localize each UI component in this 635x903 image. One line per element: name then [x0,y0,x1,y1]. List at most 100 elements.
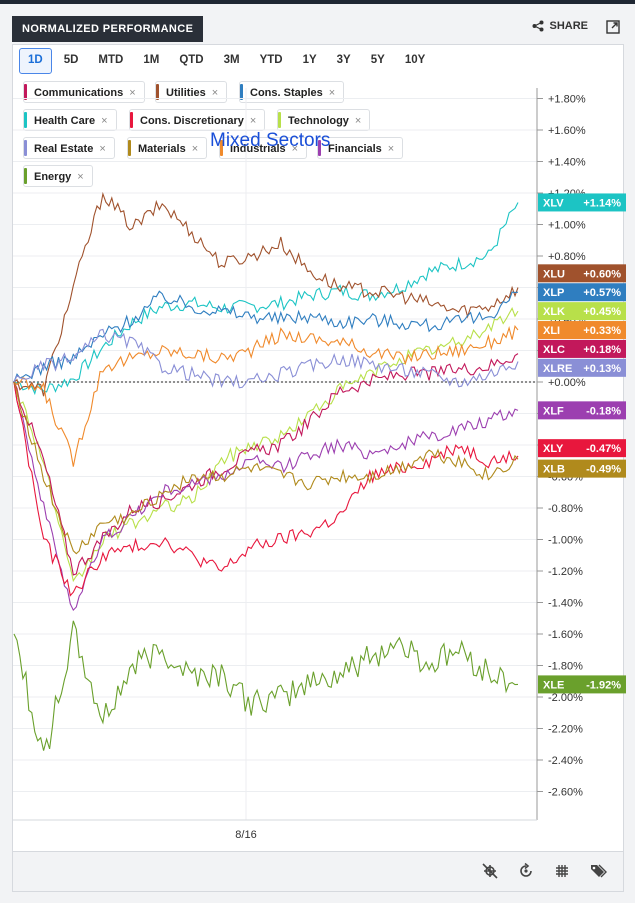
legend-label: Technology [288,115,349,127]
legend-color-swatch [24,168,27,184]
legend-color-swatch [318,140,321,156]
legend-label: Cons. Staples [250,87,323,99]
legend-chip-energy[interactable]: Energy × [23,165,93,187]
end-label-change: +0.45% [583,306,621,318]
close-icon[interactable]: × [354,115,362,127]
end-label-change: -1.92% [586,679,621,691]
end-label-badge [538,283,626,302]
y-tick-label: -2.20% [548,724,583,736]
series-line-xlk [13,307,519,583]
tab-5d[interactable]: 5D [63,54,79,66]
tab-qtd[interactable]: QTD [179,54,204,66]
range-tabs: 1D 5D MTD 1M QTD 3M YTD 1Y 3Y 5Y 10Y [19,48,433,74]
close-icon[interactable]: × [99,143,106,155]
end-label-badge [538,339,626,358]
close-icon[interactable]: × [101,115,108,127]
tags-icon[interactable] [589,862,607,880]
y-tick-label: +1.40% [548,157,586,169]
close-icon[interactable]: × [328,87,336,99]
end-label-ticker: XLY [543,443,564,455]
end-label-change: -0.18% [586,405,621,417]
y-tick-label: +0.00% [548,377,586,389]
close-icon[interactable]: × [249,115,257,127]
end-label-ticker: XLI [543,325,560,337]
legend-chip-materials[interactable]: Materials × [127,137,208,159]
legend-chip-financials[interactable]: Financials × [317,137,404,159]
legend-label: Industrials [230,143,286,155]
share-label: SHARE [549,20,588,32]
share-button[interactable]: SHARE [532,20,588,32]
end-label-change: +0.18% [583,344,621,356]
legend-color-swatch [278,112,281,128]
chart-title: Mixed Sectors [210,130,331,151]
tab-ytd[interactable]: YTD [259,54,283,66]
tab-1d[interactable]: 1D [19,48,52,74]
tab-3y[interactable]: 3Y [336,54,351,66]
tab-5y[interactable]: 5Y [370,54,385,66]
end-label-ticker: XLB [543,464,565,476]
legend-label: Materials [138,143,186,155]
legend-chip-communications[interactable]: Communications × [23,81,145,103]
close-icon[interactable]: × [77,171,84,183]
series-line-xlv [13,202,519,396]
series-line-xli [13,324,519,467]
end-label-change: -0.49% [586,464,621,476]
legend-chip-industrials[interactable]: Industrials × [219,137,308,159]
widget-title: NORMALIZED PERFORMANCE [12,16,204,42]
tab-10y[interactable]: 10Y [404,54,426,66]
close-icon[interactable]: × [387,143,395,155]
y-tick-label: -1.80% [548,661,583,673]
close-icon[interactable]: × [191,143,199,155]
legend-color-swatch [240,84,243,100]
close-icon[interactable]: × [211,87,219,99]
series-line-xlc [13,353,519,576]
legend-label: Energy [34,171,72,183]
end-label-ticker: XLE [543,679,564,691]
end-label-ticker: XLRE [543,363,572,375]
series-line-xlu [13,191,519,397]
end-label-badge [538,358,626,377]
series-line-xlb [13,381,519,555]
end-label-change: +0.60% [583,268,621,280]
legend-chip-real-estate[interactable]: Real Estate × [23,137,115,159]
end-label-change: +0.33% [583,325,621,337]
legend-chip-utilities[interactable]: Utilities × [155,81,228,103]
legend-chip-cons-staples[interactable]: Cons. Staples × [239,81,345,103]
close-icon[interactable]: × [129,87,136,99]
legend-chip-technology[interactable]: Technology × [277,109,371,131]
end-label-ticker: XLF [543,405,564,417]
legend-label: Cons. Discretionary [140,115,244,127]
tab-1y[interactable]: 1Y [302,54,317,66]
tab-1m[interactable]: 1M [143,54,160,66]
y-tick-label: +1.60% [548,125,586,137]
end-label-change: +0.57% [583,287,621,299]
chart-card: 1D 5D MTD 1M QTD 3M YTD 1Y 3Y 5Y 10Y Communication… [12,44,624,852]
close-icon[interactable]: × [291,143,299,155]
series-line-xly [13,381,519,597]
performance-chart: +1.80%+1.60%+1.40%+1.20%+1.00%+0.80%+0.6… [13,88,626,841]
series-line-xlf [13,381,519,612]
legend-color-swatch [156,84,159,100]
legend-label: Financials [328,143,382,155]
replay-icon[interactable] [517,862,535,880]
expand-icon[interactable] [606,20,620,34]
end-label-ticker: XLC [543,344,565,356]
legend-chip-cons-discretionary[interactable]: Cons. Discretionary × [129,109,266,131]
share-icon [532,20,544,32]
y-tick-label: -0.80% [548,503,583,515]
end-label-change: -0.47% [586,443,621,455]
tab-mtd[interactable]: MTD [98,54,124,66]
end-label-badge [538,439,626,458]
crosshair-off-icon[interactable] [481,862,499,880]
legend-color-swatch [24,84,27,100]
end-label-ticker: XLK [543,306,565,318]
legend-label: Communications [34,87,124,99]
tab-3m[interactable]: 3M [223,54,240,66]
grid-icon[interactable] [553,862,571,880]
end-label-badge [538,401,626,420]
legend-color-swatch [24,140,27,156]
series-line-xlre [13,328,519,389]
y-tick-label: +0.80% [548,251,586,263]
end-label-badge [538,302,626,321]
legend-color-swatch [130,112,133,128]
